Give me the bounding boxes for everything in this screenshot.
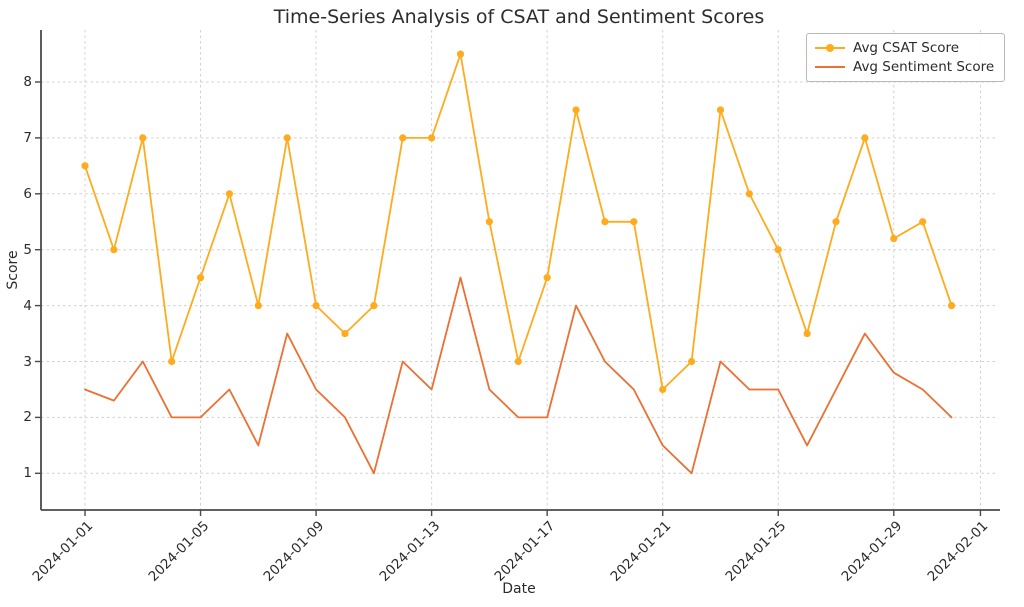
csat-marker-icon [428, 134, 436, 142]
csat-marker-icon [254, 302, 262, 310]
csat-marker-icon [514, 357, 522, 366]
csat-marker-icon [774, 246, 782, 254]
x-axis-label: Date [502, 581, 536, 597]
legend-label-csat: Avg CSAT Score [853, 40, 960, 56]
csat-line [84, 53, 953, 391]
csat-marker-icon [225, 190, 234, 198]
csat-marker-icon [543, 274, 551, 282]
csat-marker-icon [283, 134, 291, 142]
csat-marker-icon [168, 357, 176, 366]
csat-marker-icon [687, 357, 696, 366]
y-tick-label: 6 [23, 185, 32, 202]
csat-marker-icon [745, 190, 753, 198]
y-tick-label: 2 [23, 409, 32, 426]
csat-marker-icon [139, 134, 147, 142]
sentiment-line-swatch-icon [815, 66, 845, 68]
csat-marker-icon [716, 106, 725, 114]
sentiment-line [84, 276, 953, 475]
csat-marker-icon [485, 218, 493, 226]
legend-label-sentiment: Avg Sentiment Score [853, 59, 995, 75]
legend-item-csat: Avg CSAT Score [815, 40, 994, 56]
csat-marker-icon [919, 218, 927, 226]
csat-marker-icon [110, 246, 118, 254]
csat-marker-icon [196, 274, 205, 282]
csat-marker-icon [312, 302, 320, 310]
y-tick-label: 3 [23, 353, 32, 370]
y-tick-label: 8 [23, 74, 32, 90]
y-tick-label: 1 [23, 465, 32, 482]
csat-marker-icon [81, 162, 89, 170]
csat-marker-icon [341, 329, 349, 338]
csat-marker-icon [890, 234, 898, 243]
csat-marker-icon [456, 50, 465, 58]
y-tick-label: 4 [23, 297, 32, 314]
csat-marker-icon [861, 134, 869, 142]
csat-marker-icon [572, 106, 580, 114]
csat-marker-icon [399, 134, 407, 142]
y-tick-label: 7 [23, 129, 32, 146]
legend: Avg CSAT Score Avg Sentiment Score [806, 33, 1006, 82]
csat-line-swatch-icon [815, 44, 845, 52]
chart-title: Time-Series Analysis of CSAT and Sentime… [273, 6, 765, 28]
csat-marker-icon [601, 218, 609, 226]
csat-marker-icon [832, 218, 840, 226]
csat-marker-icon [803, 329, 811, 338]
csat-marker-icon [630, 218, 638, 226]
csat-marker-icon [826, 44, 834, 52]
legend-item-sentiment: Avg Sentiment Score [815, 59, 994, 75]
csat-marker-icon [947, 302, 956, 310]
csat-marker-icon [659, 385, 667, 394]
csat-marker-icon [370, 302, 378, 310]
y-tick-label: 5 [23, 241, 32, 258]
